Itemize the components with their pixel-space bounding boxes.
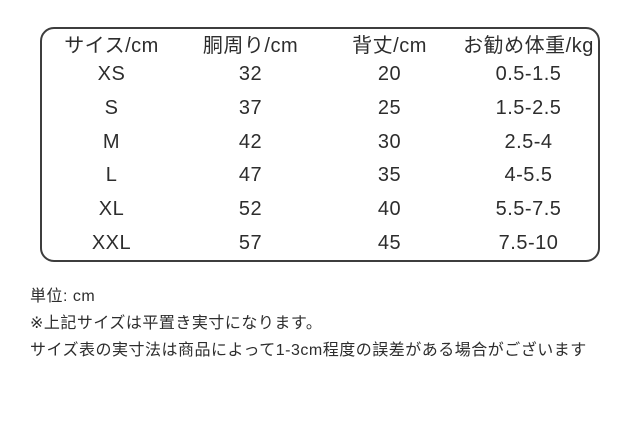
table-row: L 47 35 4-5.5 [42, 159, 598, 193]
cell-size: M [102, 130, 121, 153]
cell-back-length: 30 [377, 130, 402, 153]
cell-size: XL [98, 197, 125, 220]
col-header-recommended-weight: お勧め体重/kg [463, 35, 594, 57]
size-table: サイス/cm 胴周り/cm 背丈/cm お勧め体重/kg XS 32 20 0.… [40, 27, 600, 262]
cell-size: XXL [91, 231, 132, 254]
cell-weight: 7.5-10 [498, 231, 559, 254]
flat-measurement-note: ※上記サイズは平置き実寸になります。 [30, 315, 323, 332]
table-row: M 42 30 2.5-4 [42, 125, 598, 159]
cell-weight: 4-5.5 [504, 164, 553, 187]
cell-back-length: 25 [377, 96, 402, 119]
unit-note: 単位: cm [30, 288, 96, 305]
cell-girth: 32 [238, 63, 263, 86]
cell-girth: 47 [238, 164, 263, 187]
table-row: S 37 25 1.5-2.5 [42, 92, 598, 126]
col-header-size: サイス/cm [64, 35, 159, 57]
cell-size: S [104, 96, 119, 119]
footnotes: 単位: cm ※上記サイズは平置き実寸になります。 サイズ表の実寸法は商品によっ… [30, 287, 620, 368]
col-header-back-length: 背丈/cm [352, 35, 427, 57]
cell-weight: 5.5-7.5 [495, 197, 562, 220]
cell-back-length: 45 [377, 231, 402, 254]
table-row: XXL 57 45 7.5-10 [42, 226, 598, 260]
cell-girth: 57 [238, 231, 263, 254]
cell-weight: 0.5-1.5 [495, 63, 562, 86]
cell-girth: 37 [238, 96, 263, 119]
col-header-girth: 胴周り/cm [202, 35, 299, 57]
cell-weight: 1.5-2.5 [495, 96, 562, 119]
cell-size: XS [97, 63, 126, 86]
table-row: XS 32 20 0.5-1.5 [42, 58, 598, 92]
cell-back-length: 35 [377, 164, 402, 187]
cell-back-length: 40 [377, 197, 402, 220]
cell-girth: 42 [238, 130, 263, 153]
size-table-grid: サイス/cm 胴周り/cm 背丈/cm お勧め体重/kg XS 32 20 0.… [42, 29, 598, 260]
tolerance-note: サイズ表の実寸法は商品によって1-3cm程度の誤差がある場合がございます [30, 342, 587, 359]
cell-back-length: 20 [377, 63, 402, 86]
cell-weight: 2.5-4 [504, 130, 553, 153]
cell-girth: 52 [238, 197, 263, 220]
cell-size: L [105, 164, 118, 187]
table-header-row: サイス/cm 胴周り/cm 背丈/cm お勧め体重/kg [42, 29, 598, 58]
table-row: XL 52 40 5.5-7.5 [42, 193, 598, 227]
